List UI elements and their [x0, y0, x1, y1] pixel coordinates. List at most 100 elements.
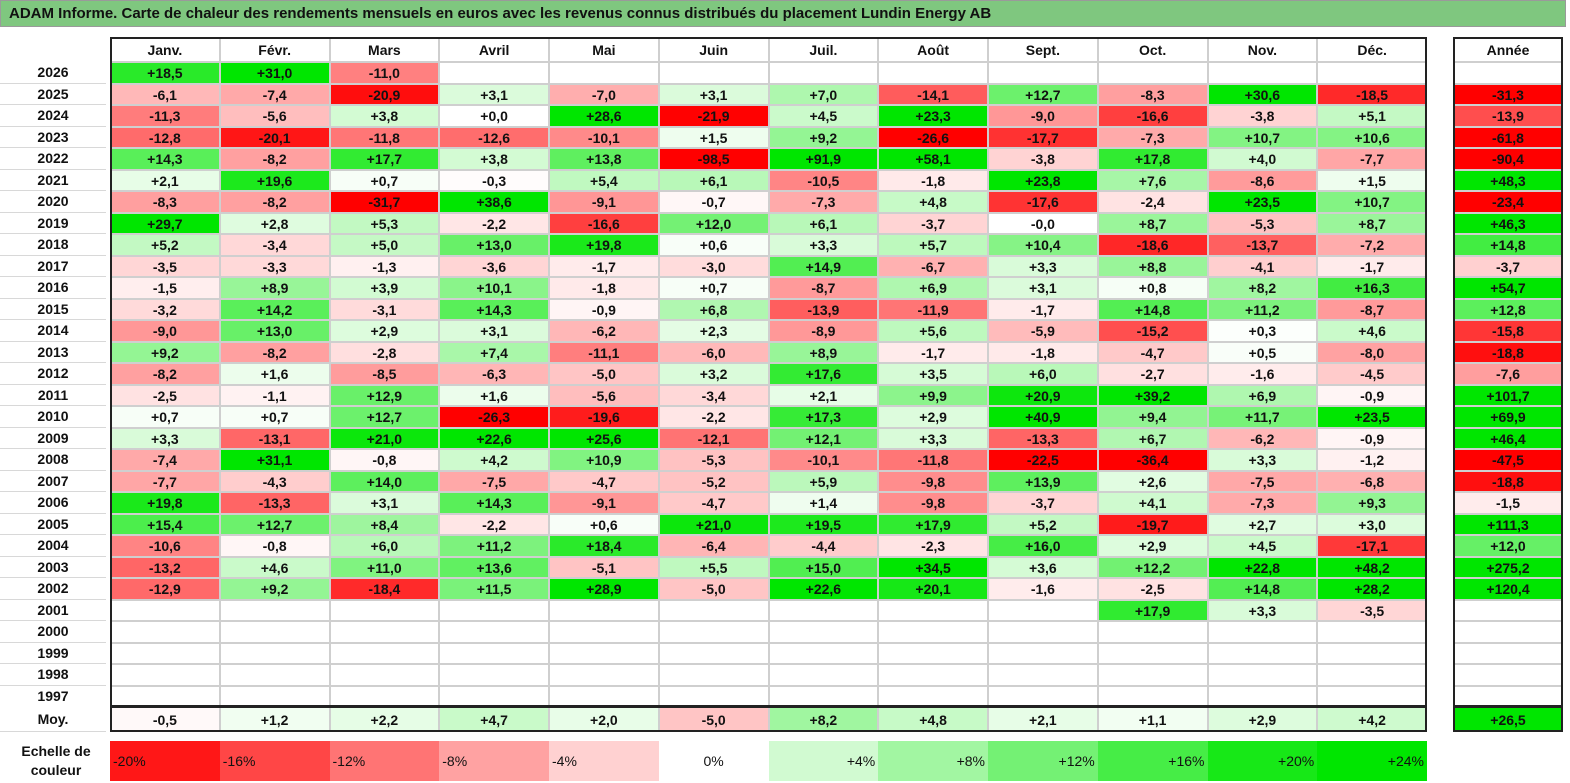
heatmap-cell: -2,2 [439, 513, 549, 535]
annual-cell: -90,4 [1453, 148, 1563, 170]
heatmap-cell: -9,0 [110, 320, 220, 342]
heatmap-cell [768, 62, 879, 84]
heatmap-cell: -9,1 [549, 492, 659, 514]
heatmap-cell [1317, 664, 1427, 686]
heatmap-cell: +3,3 [1207, 449, 1318, 471]
month-header: Févr. [219, 37, 330, 62]
heatmap-cell: +9,3 [1317, 492, 1427, 514]
heatmap-cell: -7,3 [1207, 492, 1318, 514]
heatmap-cell: -13,2 [110, 556, 220, 578]
heatmap-cell: -26,3 [439, 406, 549, 428]
heatmap-cell: -7,4 [219, 83, 330, 105]
heatmap-cell [878, 664, 988, 686]
heatmap-cell: +13,6 [439, 556, 549, 578]
color-scale-step: -4% [549, 741, 659, 781]
heatmap-cell: +3,3 [110, 427, 220, 449]
heatmap-cell: +4,1 [1097, 492, 1208, 514]
heatmap-cell: -2,4 [1097, 191, 1208, 213]
annual-cell: -15,8 [1453, 320, 1563, 342]
heatmap-cell: -16,6 [549, 212, 659, 234]
heatmap-cell: -8,2 [219, 341, 330, 363]
heatmap-cell: -1,8 [988, 341, 1098, 363]
heatmap-cell: +4,5 [1207, 535, 1318, 557]
heatmap-cell: +10,1 [439, 277, 549, 299]
heatmap-cell: +4,6 [1317, 320, 1427, 342]
heatmap-cell [1207, 621, 1318, 643]
heatmap-cell: +29,7 [110, 212, 220, 234]
heatmap-cell: -2,5 [1097, 578, 1208, 600]
heatmap-cell: -0,7 [658, 191, 769, 213]
heatmap-cell: -6,1 [110, 83, 220, 105]
heatmap-cell: -1,6 [1207, 363, 1318, 385]
heatmap-cell: -21,9 [658, 105, 769, 127]
year-label: 2024 [0, 105, 106, 127]
heatmap-cell: -8,2 [219, 148, 330, 170]
heatmap-cell: +12,7 [988, 83, 1098, 105]
heatmap-cell: -11,1 [549, 341, 659, 363]
heatmap-cell: +30,6 [1207, 83, 1318, 105]
heatmap-cell: -3,0 [658, 255, 769, 277]
color-scale-step: +8% [878, 741, 988, 781]
heatmap-cell: +58,1 [878, 148, 988, 170]
annual-cell: -18,8 [1453, 470, 1563, 492]
heatmap-cell [988, 621, 1098, 643]
heatmap-cell: +17,9 [878, 513, 988, 535]
heatmap-cell: +4,8 [878, 191, 988, 213]
heatmap-cell: -8,6 [1207, 169, 1318, 191]
heatmap-cell: -3,2 [110, 298, 220, 320]
heatmap-cell: +5,2 [988, 513, 1098, 535]
heatmap-cell: -8,7 [1317, 298, 1427, 320]
heatmap-cell: -1,2 [1317, 449, 1427, 471]
heatmap-cell: +7,6 [1097, 169, 1208, 191]
heatmap-cell: +8,9 [219, 277, 330, 299]
heatmap-cell: +0,6 [658, 234, 769, 256]
heatmap-cell: -10,1 [549, 126, 659, 148]
heatmap-cell: +13,0 [219, 320, 330, 342]
month-header: Juil. [768, 37, 879, 62]
heatmap-cell: -6,3 [439, 363, 549, 385]
year-label: 2018 [0, 234, 106, 256]
heatmap-cell [768, 621, 879, 643]
year-label: 2004 [0, 535, 106, 557]
heatmap-cell [1097, 685, 1208, 707]
heatmap-cell [988, 62, 1098, 84]
year-label: 2025 [0, 83, 106, 105]
heatmap-cell [658, 642, 769, 664]
heatmap-cell: -98,5 [658, 148, 769, 170]
heatmap-cell: -5,6 [549, 384, 659, 406]
heatmap-cell: -13,1 [219, 427, 330, 449]
annual-cell [1453, 685, 1563, 707]
heatmap-cell: +3,3 [878, 427, 988, 449]
heatmap-cell: -9,8 [878, 470, 988, 492]
heatmap-cell: +11,0 [329, 556, 440, 578]
heatmap-cell: +15,4 [110, 513, 220, 535]
heatmap-cell: +16,3 [1317, 277, 1427, 299]
heatmap-cell: -9,8 [878, 492, 988, 514]
heatmap-cell: +3,5 [878, 363, 988, 385]
heatmap-cell: +12,2 [1097, 556, 1208, 578]
heatmap-cell [329, 664, 440, 686]
heatmap-cell: +2,8 [219, 212, 330, 234]
heatmap-cell: +14,3 [439, 298, 549, 320]
heatmap-cell [110, 621, 220, 643]
heatmap-cell: +2,6 [1097, 470, 1208, 492]
heatmap-cell [878, 62, 988, 84]
heatmap-cell: +2,1 [768, 384, 879, 406]
heatmap-cell [658, 664, 769, 686]
heatmap-cell: -0,3 [439, 169, 549, 191]
heatmap-cell: +0,7 [219, 406, 330, 428]
heatmap-cell: -19,7 [1097, 513, 1208, 535]
heatmap-cell: -26,6 [878, 126, 988, 148]
heatmap-cell: -13,9 [768, 298, 879, 320]
heatmap-cell: -20,9 [329, 83, 440, 105]
heatmap-cell: +5,5 [658, 556, 769, 578]
heatmap-cell: -6,4 [658, 535, 769, 557]
month-header: Juin [658, 37, 769, 62]
heatmap-cell: -12,9 [110, 578, 220, 600]
year-label: 2014 [0, 320, 106, 342]
year-label: 1999 [0, 642, 106, 664]
heatmap-cell [1317, 685, 1427, 707]
heatmap-cell: -3,3 [219, 255, 330, 277]
annual-cell: +120,4 [1453, 578, 1563, 600]
heatmap-cell [219, 642, 330, 664]
